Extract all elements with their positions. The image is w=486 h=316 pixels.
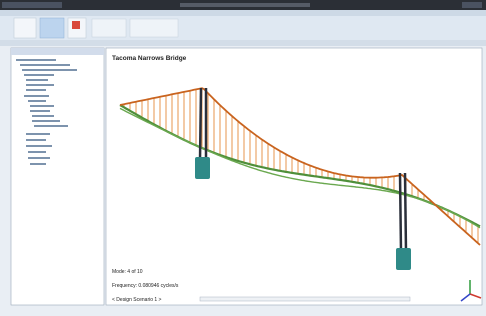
frequency-label: Frequency: 0.080946 cycles/s xyxy=(112,283,179,289)
ribbon-footer xyxy=(0,40,486,46)
scenario-label[interactable]: < Design Scenario 1 > xyxy=(112,297,162,303)
quick-access[interactable] xyxy=(2,2,62,8)
ribbon-tabs xyxy=(0,10,486,16)
screen: Tacoma Narrows Bridge Mode: 4 of 10 Freq… xyxy=(0,0,486,311)
window-caption xyxy=(180,3,310,7)
browser-panel xyxy=(11,48,104,305)
application-window: Tacoma Narrows Bridge Mode: 4 of 10 Freq… xyxy=(0,0,486,311)
scroll-bar[interactable] xyxy=(200,297,410,301)
model-title: Tacoma Narrows Bridge xyxy=(112,55,187,62)
viewport[interactable] xyxy=(106,48,482,305)
ribbon-group[interactable] xyxy=(130,19,178,37)
ribbon-group[interactable] xyxy=(92,19,126,37)
ribbon-button[interactable] xyxy=(14,18,36,38)
ribbon-button[interactable] xyxy=(40,18,64,38)
browser-header xyxy=(11,48,104,55)
mode-label: Mode: 4 of 10 xyxy=(112,269,143,275)
window-controls[interactable] xyxy=(462,2,482,8)
ribbon-icon xyxy=(72,21,80,29)
